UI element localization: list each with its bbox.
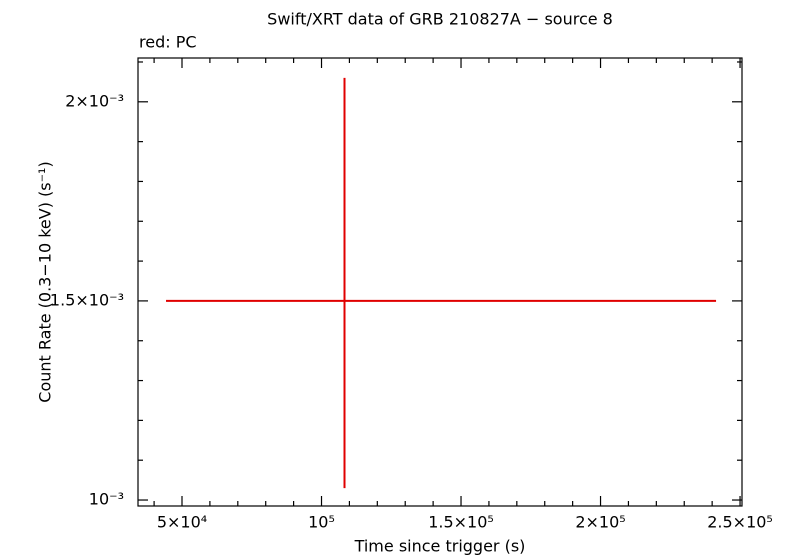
y-tick-label: 2×10⁻³ bbox=[65, 91, 124, 110]
x-tick-label: 2×10⁵ bbox=[575, 513, 625, 532]
annotation: red: PC bbox=[139, 33, 197, 52]
y-tick-label: 1.5×10⁻³ bbox=[50, 290, 124, 309]
x-tick-label: 10⁵ bbox=[308, 513, 335, 532]
x-axis-label: Time since trigger (s) bbox=[354, 537, 526, 556]
x-tick-label: 1.5×10⁵ bbox=[428, 513, 494, 532]
y-tick-label: 10⁻³ bbox=[89, 490, 124, 509]
plot-frame bbox=[137, 57, 743, 507]
x-tick-label: 2.5×10⁵ bbox=[707, 513, 773, 532]
chart-title: Swift/XRT data of GRB 210827A − source 8 bbox=[267, 10, 613, 29]
y-axis-label: Count Rate (0.3−10 keV) (s⁻¹) bbox=[36, 161, 55, 402]
x-tick-label: 5×10⁴ bbox=[157, 513, 207, 532]
